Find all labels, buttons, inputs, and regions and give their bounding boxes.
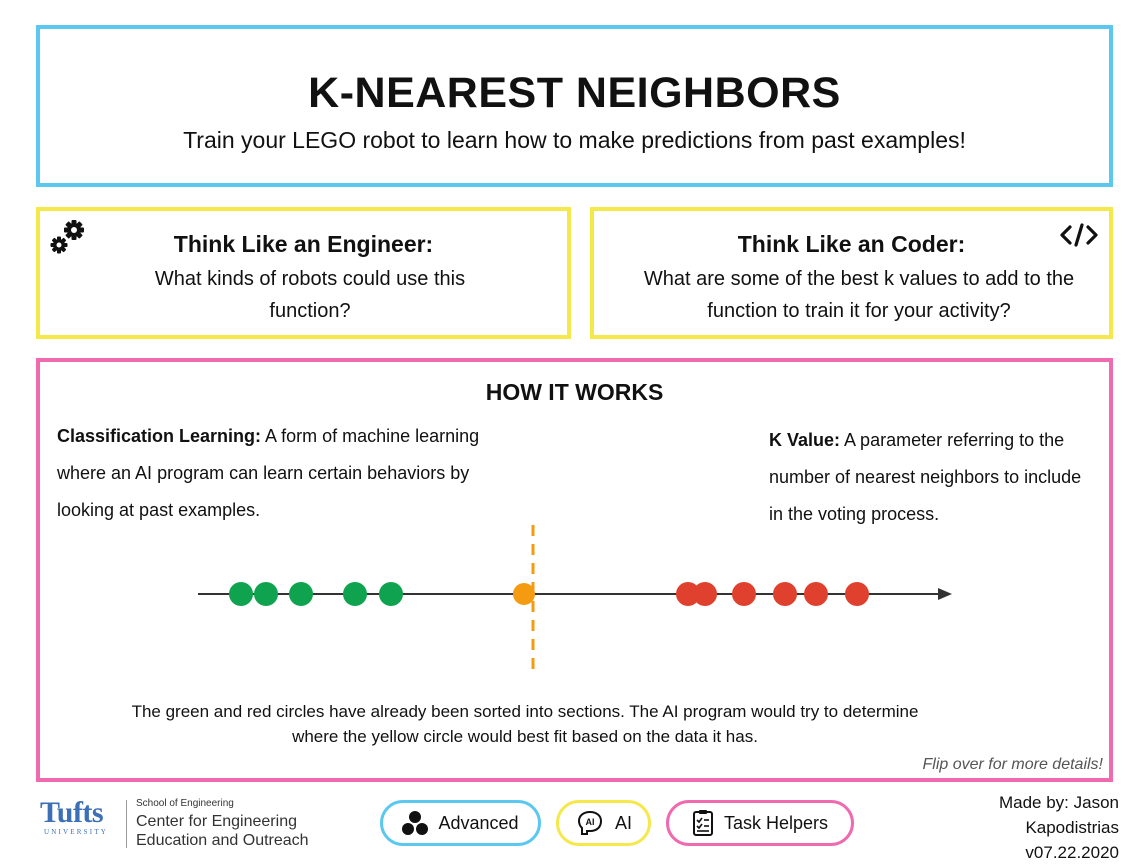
tufts-ceeo-logo: Tufts UNIVERSITY School of Engineering C… <box>40 796 340 852</box>
number-line-arrowhead <box>938 588 952 600</box>
knn-diagram <box>198 525 952 670</box>
classification-term: Classification Learning: <box>57 426 262 446</box>
green-point <box>379 582 403 606</box>
red-point <box>804 582 828 606</box>
kvalue-text: A parameter referring to the number of n… <box>769 430 1082 524</box>
tufts-university-text: UNIVERSITY <box>44 828 108 836</box>
credits-author: Made by: Jason <box>998 793 1119 812</box>
caption-line: The green and red circles have already b… <box>131 702 919 721</box>
page-title: K-NEAREST NEIGHBORS <box>308 69 841 117</box>
engineer-panel: Think Like an Engineer: What kinds of ro… <box>36 207 571 339</box>
kvalue-term: K Value: <box>769 430 841 450</box>
ai-brain-icon: AI <box>577 810 602 835</box>
checklist-icon <box>692 810 713 836</box>
credits-author-surname: Kapodistrias <box>1025 818 1119 837</box>
title-panel: K-NEAREST NEIGHBORS Train your LEGO robo… <box>36 25 1113 187</box>
page-subtitle: Train your LEGO robot to learn how to ma… <box>183 127 966 153</box>
credits-version: v07.22.2020 <box>1025 843 1119 862</box>
coder-question: What are some of the best k values to ad… <box>643 268 1075 322</box>
green-point <box>229 582 253 606</box>
logo-center-text: Center for Engineering Education and Out… <box>136 812 309 850</box>
task-helpers-badge: Task Helpers <box>666 800 854 846</box>
classification-text: A form of machine learning where an AI p… <box>57 426 480 520</box>
red-point <box>845 582 869 606</box>
engineer-question: What kinds of robots could use this func… <box>154 268 466 322</box>
classification-definition: Classification Learning: A form of machi… <box>57 418 507 529</box>
kvalue-definition: K Value: A parameter referring to the nu… <box>769 422 1099 533</box>
advanced-badge: Advanced <box>380 800 541 846</box>
task-helpers-label: Task Helpers <box>723 812 829 833</box>
unknown-point <box>513 583 535 605</box>
how-it-works-panel: HOW IT WORKS Classification Learning: A … <box>36 358 1113 782</box>
coder-title: Think Like an Coder: <box>737 231 966 257</box>
green-point <box>343 582 367 606</box>
advanced-label: Advanced <box>438 812 519 833</box>
flip-over-note: Flip over for more details! <box>922 756 1103 773</box>
red-point <box>773 582 797 606</box>
diagram-caption: The green and red circles have already b… <box>80 699 970 749</box>
coder-panel: Think Like an Coder: What are some of th… <box>590 207 1113 339</box>
credits: Made by: Jason Kapodistrias v07.22.2020 <box>999 790 1119 865</box>
three-dots-icon <box>402 811 429 835</box>
green-point <box>289 582 313 606</box>
tufts-wordmark: Tufts <box>40 796 104 829</box>
logo-school-text: School of Engineering <box>136 798 234 809</box>
ai-icon-text: AI <box>585 817 594 827</box>
ai-label: AI <box>614 812 632 833</box>
logo-center-line: Education and Outreach <box>136 832 309 849</box>
red-point <box>732 582 756 606</box>
logo-center-line: Center for Engineering <box>136 813 297 830</box>
red-point <box>676 582 700 606</box>
red-point <box>693 582 717 606</box>
logo-divider <box>126 800 127 848</box>
green-point <box>254 582 278 606</box>
ai-badge: AI AI <box>556 800 651 846</box>
engineer-title: Think Like an Engineer: <box>173 231 434 257</box>
caption-line: where the yellow circle would best fit b… <box>292 727 758 746</box>
gears-icon <box>50 220 84 254</box>
code-icon <box>1060 223 1098 247</box>
how-it-works-title: HOW IT WORKS <box>485 379 664 405</box>
